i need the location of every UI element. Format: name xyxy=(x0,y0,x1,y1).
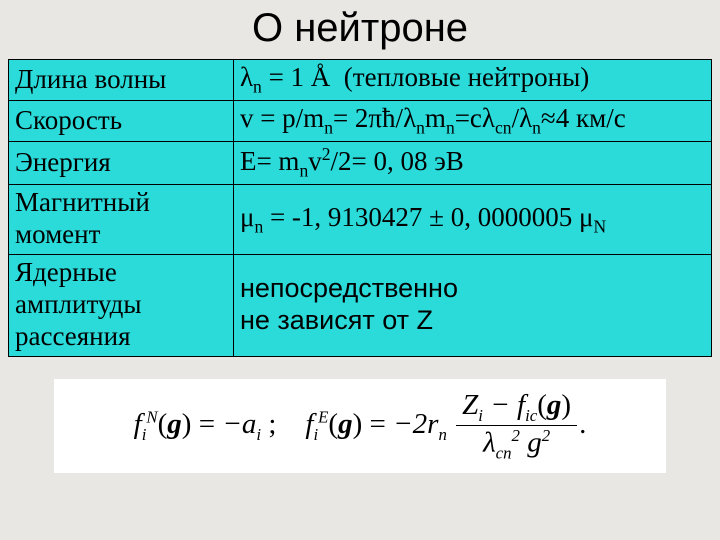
slide-title: О нейтроне xyxy=(0,0,720,59)
table-wrap: Длина волны λn = 1 Å (тепловые нейтроны)… xyxy=(8,59,712,357)
table-row: Энергия E= mnv2/2= 0, 08 эВ xyxy=(9,142,712,185)
cell-label: Магнитный момент xyxy=(9,185,234,255)
fraction: Zi − fic(g) λcn2 g2 xyxy=(456,390,577,463)
neutron-properties-table: Длина волны λn = 1 Å (тепловые нейтроны)… xyxy=(8,59,712,357)
cell-value: v = p/mn= 2πħ/λnmn=cλcn/λn≈4 км/с xyxy=(233,101,711,142)
table-row: Скорость v = p/mn= 2πħ/λnmn=cλcn/λn≈4 км… xyxy=(9,101,712,142)
f2: fiE(g) = −2rn Zi − fic(g) λcn2 g2 . xyxy=(305,408,586,440)
cell-value: непосредственноне зависят от Z xyxy=(233,255,711,357)
cell-label: Длина волны xyxy=(9,60,234,101)
formula-block: fiN(g) = −ai ; fiE(g) = −2rn Zi − fic(g)… xyxy=(54,379,666,474)
cell-value: μn = -1, 9130427 ± 0, 0000005 μN xyxy=(233,185,711,255)
slide: О нейтроне Длина волны λn = 1 Å (тепловы… xyxy=(0,0,720,540)
cell-label: Скорость xyxy=(9,101,234,142)
table-row: Магнитный момент μn = -1, 9130427 ± 0, 0… xyxy=(9,185,712,255)
cell-value: E= mnv2/2= 0, 08 эВ xyxy=(233,142,711,185)
cell-label: Ядерные амплитуды рассеяния xyxy=(9,255,234,357)
table-row: Ядерные амплитуды рассеяния непосредстве… xyxy=(9,255,712,357)
formula-sep: ; xyxy=(268,408,276,440)
table-row: Длина волны λn = 1 Å (тепловые нейтроны) xyxy=(9,60,712,101)
f1: fiN(g) = −ai xyxy=(134,408,269,440)
cell-value: λn = 1 Å (тепловые нейтроны) xyxy=(233,60,711,101)
cell-label: Энергия xyxy=(9,142,234,185)
